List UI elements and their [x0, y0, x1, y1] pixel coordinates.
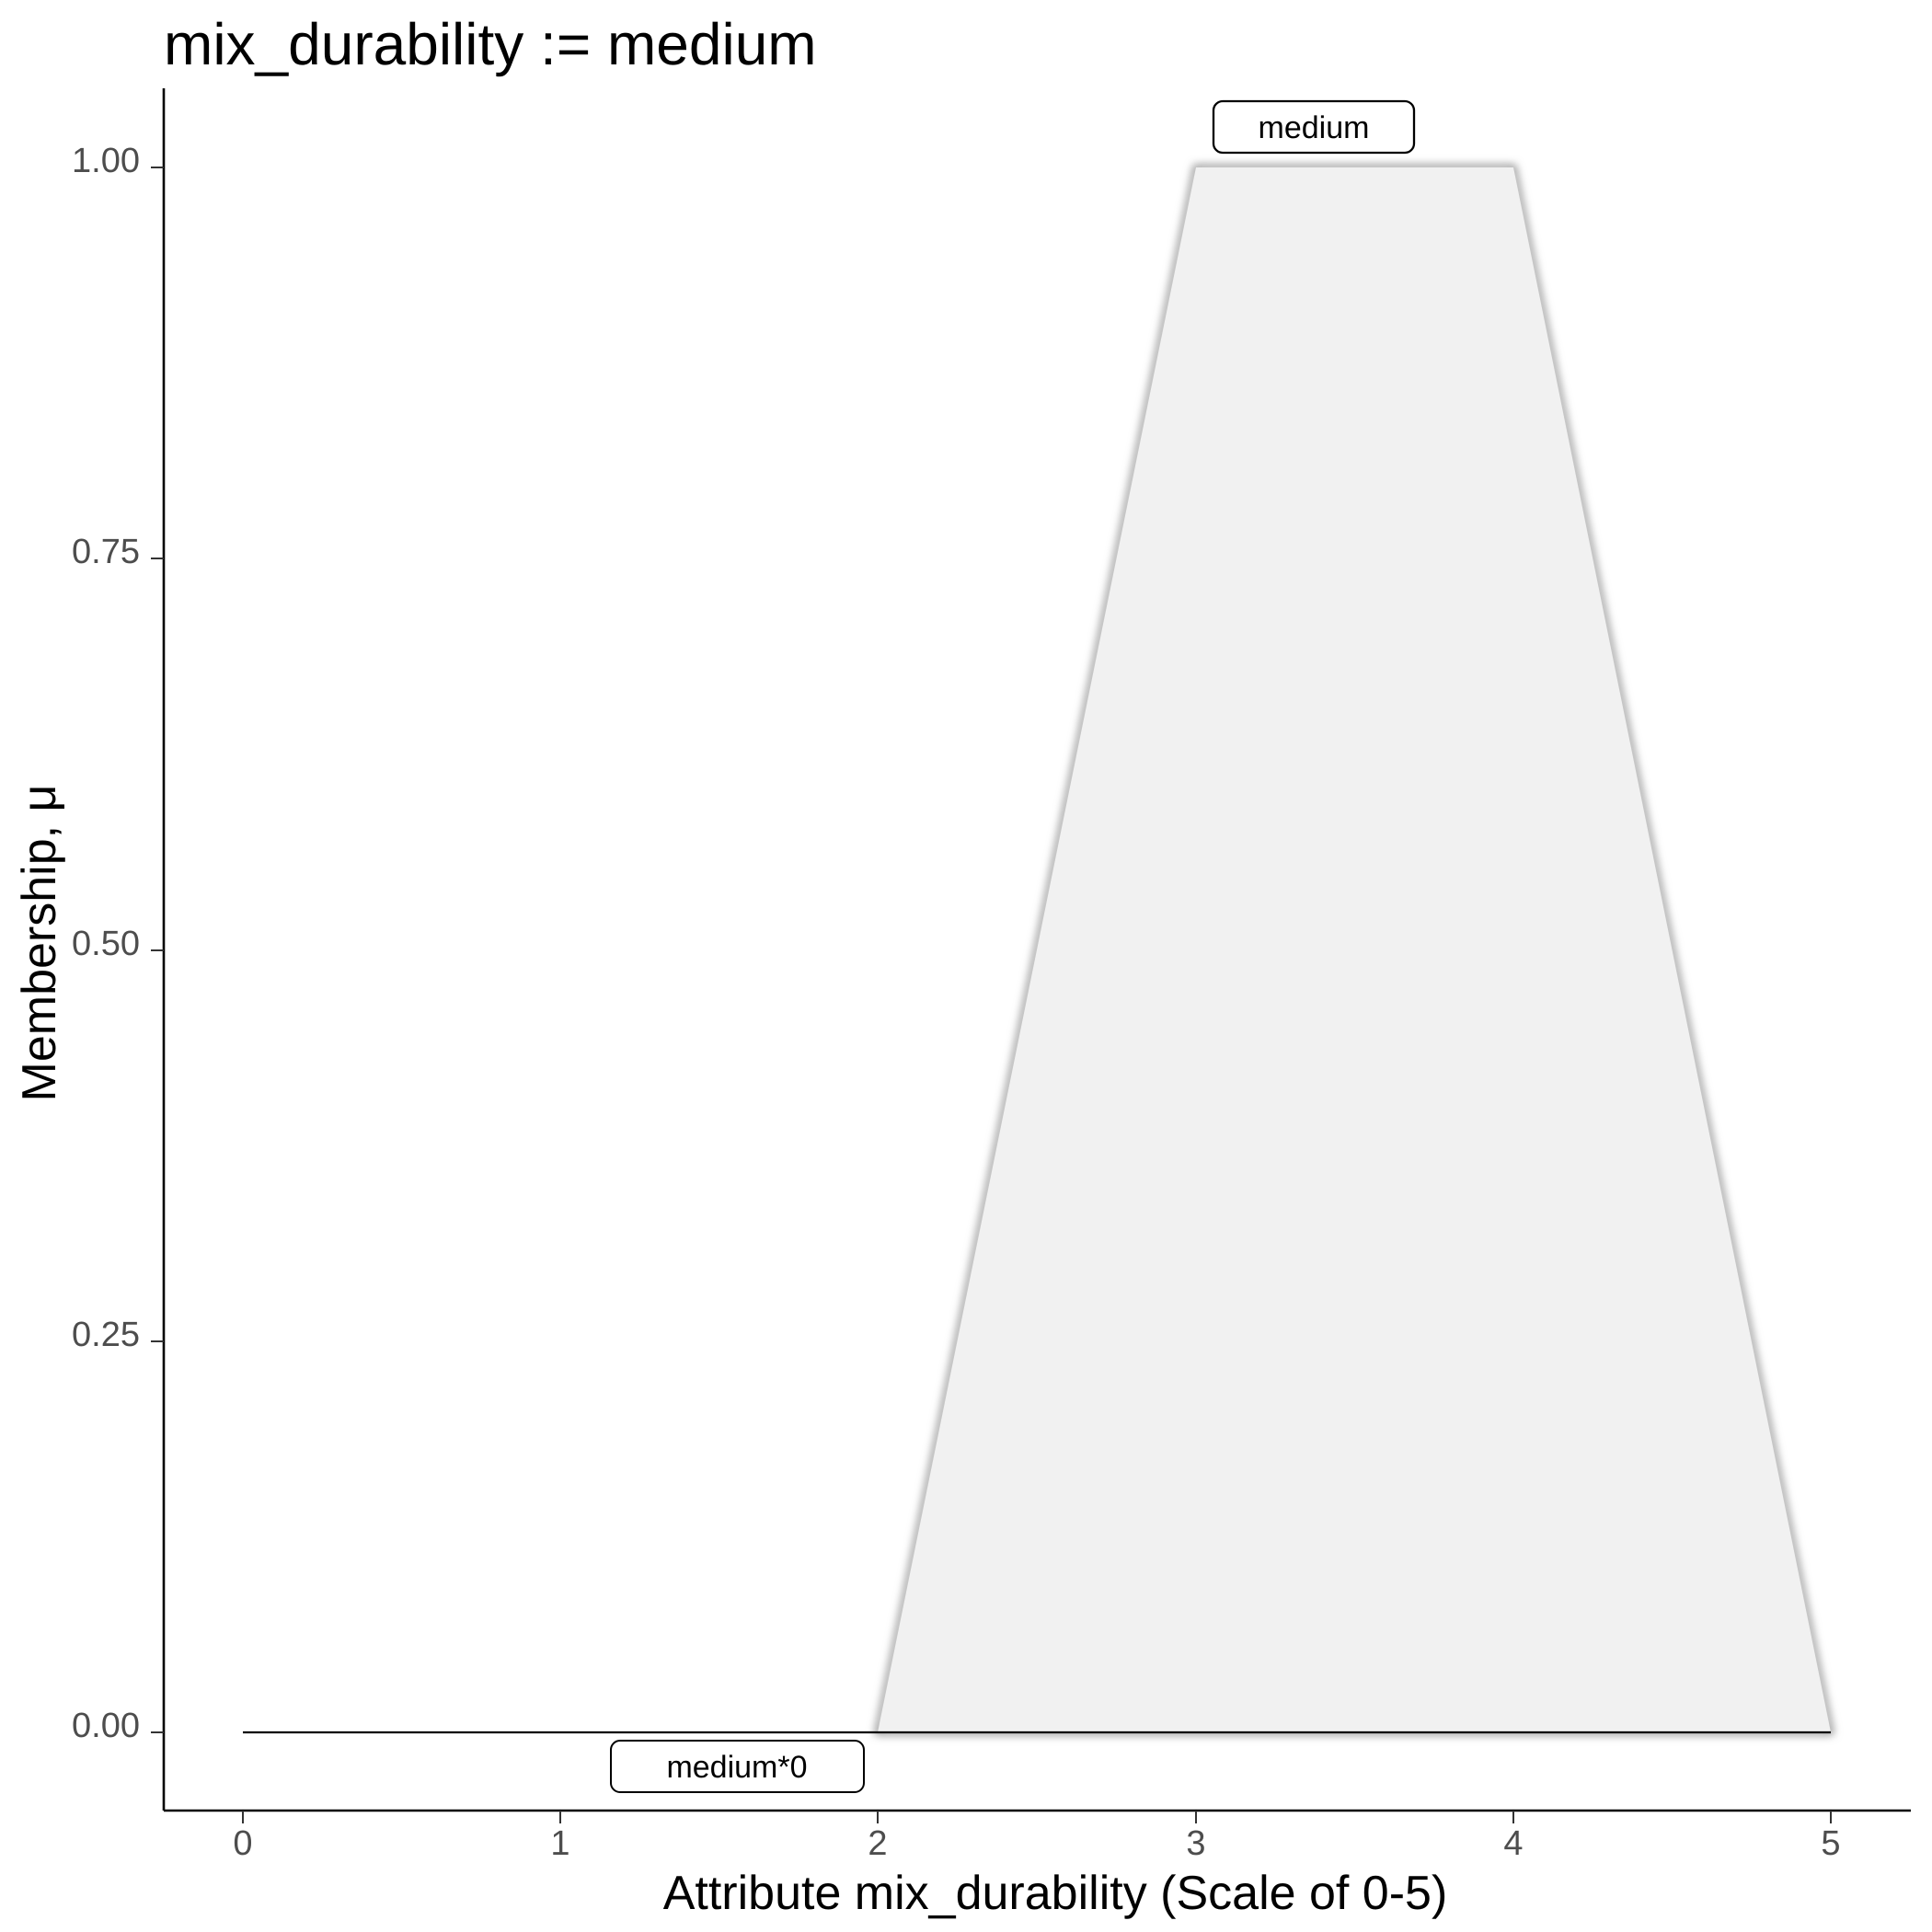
svg-text:mix_durability := medium: mix_durability := medium: [164, 11, 817, 77]
svg-text:0.00: 0.00: [72, 1707, 140, 1745]
svg-text:0: 0: [233, 1824, 252, 1863]
svg-text:1: 1: [550, 1824, 569, 1863]
svg-text:2: 2: [868, 1824, 887, 1863]
svg-text:0.75: 0.75: [72, 533, 140, 571]
svg-text:1.00: 1.00: [72, 142, 140, 180]
svg-text:0.50: 0.50: [72, 925, 140, 963]
svg-text:0.25: 0.25: [72, 1316, 140, 1354]
svg-text:Membership, μ: Membership, μ: [13, 785, 66, 1102]
svg-text:medium: medium: [1259, 110, 1370, 145]
svg-text:Attribute mix_durability (Scal: Attribute mix_durability (Scale of 0-5): [663, 1867, 1448, 1920]
svg-text:3: 3: [1186, 1824, 1205, 1863]
svg-text:5: 5: [1821, 1824, 1840, 1863]
svg-text:4: 4: [1503, 1824, 1523, 1863]
svg-text:medium*0: medium*0: [666, 1750, 807, 1785]
